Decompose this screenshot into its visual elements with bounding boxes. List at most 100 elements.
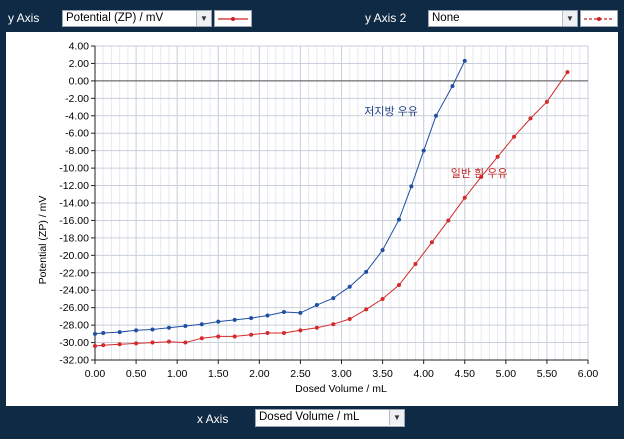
x-tick-label: 5.00 (496, 368, 517, 380)
x-tick-label: 4.50 (455, 368, 476, 380)
data-point (134, 341, 139, 346)
y-tick-label: 0.00 (69, 75, 90, 87)
y-tick-label: -16.00 (59, 215, 89, 227)
annotation-label: 저지방 우유 (364, 105, 418, 118)
data-point (397, 282, 402, 287)
data-point (281, 330, 286, 335)
y-axis-series-style-button[interactable] (214, 10, 252, 27)
data-point (150, 327, 155, 332)
y-axis2-series-style-button[interactable] (580, 10, 618, 27)
y-tick-label: -2.00 (65, 93, 89, 105)
data-point (199, 336, 204, 341)
data-point (331, 296, 336, 301)
y-tick-label: -22.00 (59, 267, 89, 279)
data-point (298, 328, 303, 333)
y-axis2-select[interactable]: None ▼ (428, 10, 578, 27)
data-point (380, 248, 385, 253)
data-point (450, 84, 455, 89)
data-point (101, 330, 106, 335)
x-axis-title: Dosed Volume / mL (295, 383, 387, 395)
data-point (314, 325, 319, 330)
y-tick-label: -8.00 (65, 145, 89, 157)
y-tick-label: -24.00 (59, 285, 89, 297)
chevron-down-icon[interactable]: ▼ (389, 410, 404, 425)
data-point (134, 328, 139, 333)
series-line-1 (94, 60, 466, 335)
annotation-label: 일반 흰 우유 (451, 166, 508, 180)
data-point (150, 340, 155, 345)
y-tick-label: -14.00 (59, 198, 89, 210)
data-point (409, 184, 414, 189)
data-point (216, 319, 221, 324)
data-point (249, 316, 254, 321)
y-tick-label: 4.00 (69, 41, 90, 53)
data-point (117, 330, 122, 335)
chart: 4.00 2.00 0.00 -2.00 -4.00 -6.00 -8.00 -10.00 -1… (37, 41, 599, 396)
line-style-icon (218, 17, 248, 21)
data-point (265, 313, 270, 318)
data-point (232, 317, 237, 322)
x-tick-label: 2.50 (290, 368, 311, 380)
y-tick-label: -4.00 (65, 110, 89, 122)
data-point (199, 322, 204, 327)
chevron-down-icon[interactable]: ▼ (196, 11, 211, 26)
y-axis-title: Potential (ZP) / mV (37, 196, 49, 285)
x-tick-label: 5.50 (537, 368, 558, 380)
x-tick-label: 2.00 (249, 368, 270, 380)
y-tick-label: 2.00 (69, 58, 90, 70)
data-point (281, 310, 286, 315)
data-point (495, 154, 500, 159)
data-point (462, 58, 467, 63)
data-point (331, 322, 336, 327)
data-point (117, 342, 122, 347)
chevron-down-icon[interactable]: ▼ (562, 11, 577, 26)
data-point (183, 323, 188, 328)
y-axis2-select-value: None (432, 12, 460, 24)
data-point (380, 296, 385, 301)
data-point (429, 240, 434, 245)
data-point (446, 218, 451, 223)
data-point (101, 343, 106, 348)
data-point (462, 195, 467, 200)
y-tick-label: -26.00 (59, 302, 89, 314)
x-tick-label: 4.00 (413, 368, 434, 380)
series-lines (93, 58, 570, 349)
y-tick-label: -30.00 (59, 337, 89, 349)
data-point (528, 116, 533, 121)
data-point (479, 174, 484, 179)
x-axis-select[interactable]: Dosed Volume / mL ▼ (255, 409, 405, 427)
data-point (166, 325, 171, 330)
y-axis2-label: y Axis 2 (365, 11, 407, 25)
data-point (347, 317, 352, 322)
data-point (93, 331, 97, 336)
grid (94, 45, 589, 361)
x-tick-label: 1.50 (208, 368, 229, 380)
x-tick-labels: 0.00 0.50 1.00 1.50 2.00 2.50 3.00 3.50 4.00 4.50… (85, 360, 599, 380)
y-tick-label: -32.00 (59, 355, 89, 367)
data-point (397, 217, 402, 222)
data-point (232, 334, 237, 339)
x-tick-label: 0.00 (85, 368, 106, 380)
x-tick-label: 6.00 (578, 368, 599, 380)
data-point (93, 344, 97, 349)
data-point (364, 269, 369, 274)
data-point (364, 307, 369, 312)
y-tick-label: -28.00 (59, 320, 89, 332)
data-point (265, 330, 270, 335)
chart-panel: 4.00 2.00 0.00 -2.00 -4.00 -6.00 -8.00 -10.00 -1… (6, 32, 618, 406)
data-point (314, 303, 319, 308)
series-line-2 (94, 71, 568, 347)
data-point (298, 310, 303, 315)
y-axis-select[interactable]: Potential (ZP) / mV ▼ (62, 10, 212, 27)
y-axis-select-value: Potential (ZP) / mV (66, 12, 164, 24)
data-point (413, 262, 418, 267)
x-axis-select-value: Dosed Volume / mL (259, 411, 360, 423)
x-axis-label: x Axis (197, 412, 229, 426)
data-point (512, 134, 517, 139)
y-tick-label: -12.00 (59, 180, 89, 192)
y-tick-label: -10.00 (59, 163, 89, 175)
y-tick-labels: 4.00 2.00 0.00 -2.00 -4.00 -6.00 -8.00 -10.00 -1… (59, 41, 95, 367)
x-tick-label: 0.50 (126, 368, 147, 380)
y-tick-label: -20.00 (59, 250, 89, 262)
